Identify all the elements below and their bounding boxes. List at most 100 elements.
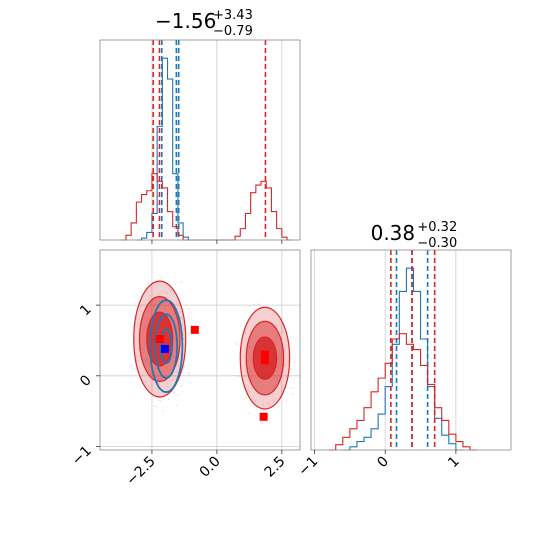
scatter-speckle: [173, 392, 175, 394]
scatter-speckle: [267, 402, 270, 404]
scatter-speckle: [150, 298, 152, 300]
scatter-speckle: [281, 331, 284, 334]
title-param1-upper-error: +3.43: [213, 8, 253, 23]
scatter-speckle: [139, 355, 141, 357]
marker-series-0-0: [155, 335, 164, 344]
title-param1-value: −1.56: [155, 9, 216, 33]
panel-titles: −1.56+3.43−0.79 0.38 +0.32−0.30: [155, 8, 457, 251]
scatter-speckle: [161, 275, 163, 278]
scatter-speckle: [182, 338, 185, 340]
x-tick-label-1: 0.0: [197, 454, 224, 481]
scatter-speckle: [153, 405, 155, 407]
scatter-speckle: [275, 324, 278, 327]
scatter-speckle: [248, 305, 251, 307]
title-param2-upper-error: +0.32: [417, 220, 457, 235]
contour-level-series-1-cluster-0-level-2: [159, 328, 173, 364]
scatter-speckle: [269, 404, 272, 407]
scatter-speckle: [179, 311, 182, 313]
marker-series-0-2: [260, 350, 269, 359]
scatter-speckle: [145, 381, 148, 383]
scatter-speckle: [157, 387, 160, 390]
scatter-speckle: [183, 355, 185, 357]
scatter-speckle: [159, 399, 161, 402]
scatter-speckle: [284, 364, 286, 366]
scatter-speckle: [285, 376, 288, 378]
scatter-speckle: [244, 332, 246, 335]
scatter-speckle: [248, 412, 251, 415]
scatter-speckle: [236, 344, 238, 346]
title-param2-lower-error: −0.30: [417, 236, 457, 251]
scatter-speckle: [254, 399, 257, 402]
contour-frame: [99, 249, 301, 451]
scatter-speckle: [162, 410, 164, 412]
histogram-line-series-0: [342, 267, 463, 451]
scatter-speckle: [293, 361, 295, 363]
marker-series-0-1: [190, 325, 199, 334]
scatter-speckle: [235, 342, 237, 344]
scatter-speckle: [157, 382, 160, 384]
x-tick-label-2: 2.5: [262, 454, 289, 481]
y-tick-label-1: 0: [77, 372, 95, 390]
scatter-speckle: [137, 323, 139, 326]
scatter-speckle: [179, 316, 181, 318]
scatter-speckle: [130, 365, 133, 367]
scatter-speckle: [183, 365, 185, 368]
scatter-speckle: [135, 356, 138, 358]
scatter-speckle: [138, 347, 140, 350]
scatter-speckle: [259, 304, 261, 306]
x-tick-label-0: −1: [295, 454, 321, 480]
marker-series-1-0: [160, 344, 169, 353]
scatter-speckle: [155, 405, 158, 408]
scatter-speckle: [168, 398, 170, 400]
contour-level-series-1-cluster-0-level-1: [154, 313, 179, 379]
contour-panel-param1-vs-param2: −2.5 0.0 2.5 −1 0 1: [69, 249, 301, 489]
histogram-frame-param1: [99, 39, 301, 241]
scatter-speckle: [170, 290, 173, 292]
scatter-speckle: [159, 276, 161, 278]
histogram-line-series-1: [328, 333, 478, 451]
scatter-speckle: [135, 317, 138, 320]
scatter-speckle: [180, 385, 183, 387]
scatter-speckle: [166, 292, 168, 294]
scatter-speckle: [147, 281, 150, 284]
y-tick-label-0: −1: [69, 443, 95, 469]
scatter-speckle: [291, 387, 294, 389]
scatter-speckle: [181, 317, 183, 320]
scatter-speckle: [280, 376, 283, 379]
scatter-speckle: [187, 372, 190, 375]
histogram-panel-param1: [99, 39, 301, 244]
scatter-speckle: [188, 307, 190, 310]
scatter-speckle: [291, 393, 294, 395]
x-tick-label-1: 0: [374, 454, 392, 472]
scatter-speckle: [268, 418, 271, 421]
scatter-speckle: [241, 364, 244, 367]
scatter-speckle: [176, 371, 178, 373]
scatter-speckle: [182, 324, 184, 327]
x-tick-label-0: −2.5: [123, 454, 158, 489]
scatter-speckle: [257, 303, 259, 305]
scatter-speckle: [285, 400, 287, 402]
scatter-speckle: [261, 422, 264, 424]
histogram-line-series-0: [136, 57, 194, 241]
title-param2-value: 0.38: [371, 221, 416, 245]
scatter-speckle: [290, 368, 293, 370]
scatter-speckle: [262, 404, 264, 406]
scatter-speckle: [180, 281, 183, 283]
scatter-speckle: [273, 390, 276, 392]
marker-series-0-3: [260, 356, 269, 365]
x-tick-label-2: 1: [445, 454, 463, 472]
scatter-speckle: [244, 332, 246, 334]
scatter-speckle: [243, 375, 246, 378]
scatter-speckle: [269, 319, 272, 322]
y-tick-label-2: 1: [77, 302, 95, 320]
contour-level-series-1-cluster-0-level-0: [149, 299, 184, 393]
scatter-speckle: [175, 404, 178, 407]
scatter-speckle: [137, 339, 140, 341]
scatter-speckle: [273, 399, 275, 401]
scatter-speckle: [158, 293, 161, 296]
scatter-speckle: [287, 360, 289, 362]
histogram-panel-param2: −1 0 1: [295, 249, 512, 480]
scatter-speckle: [177, 364, 179, 367]
scatter-speckle: [253, 304, 256, 307]
